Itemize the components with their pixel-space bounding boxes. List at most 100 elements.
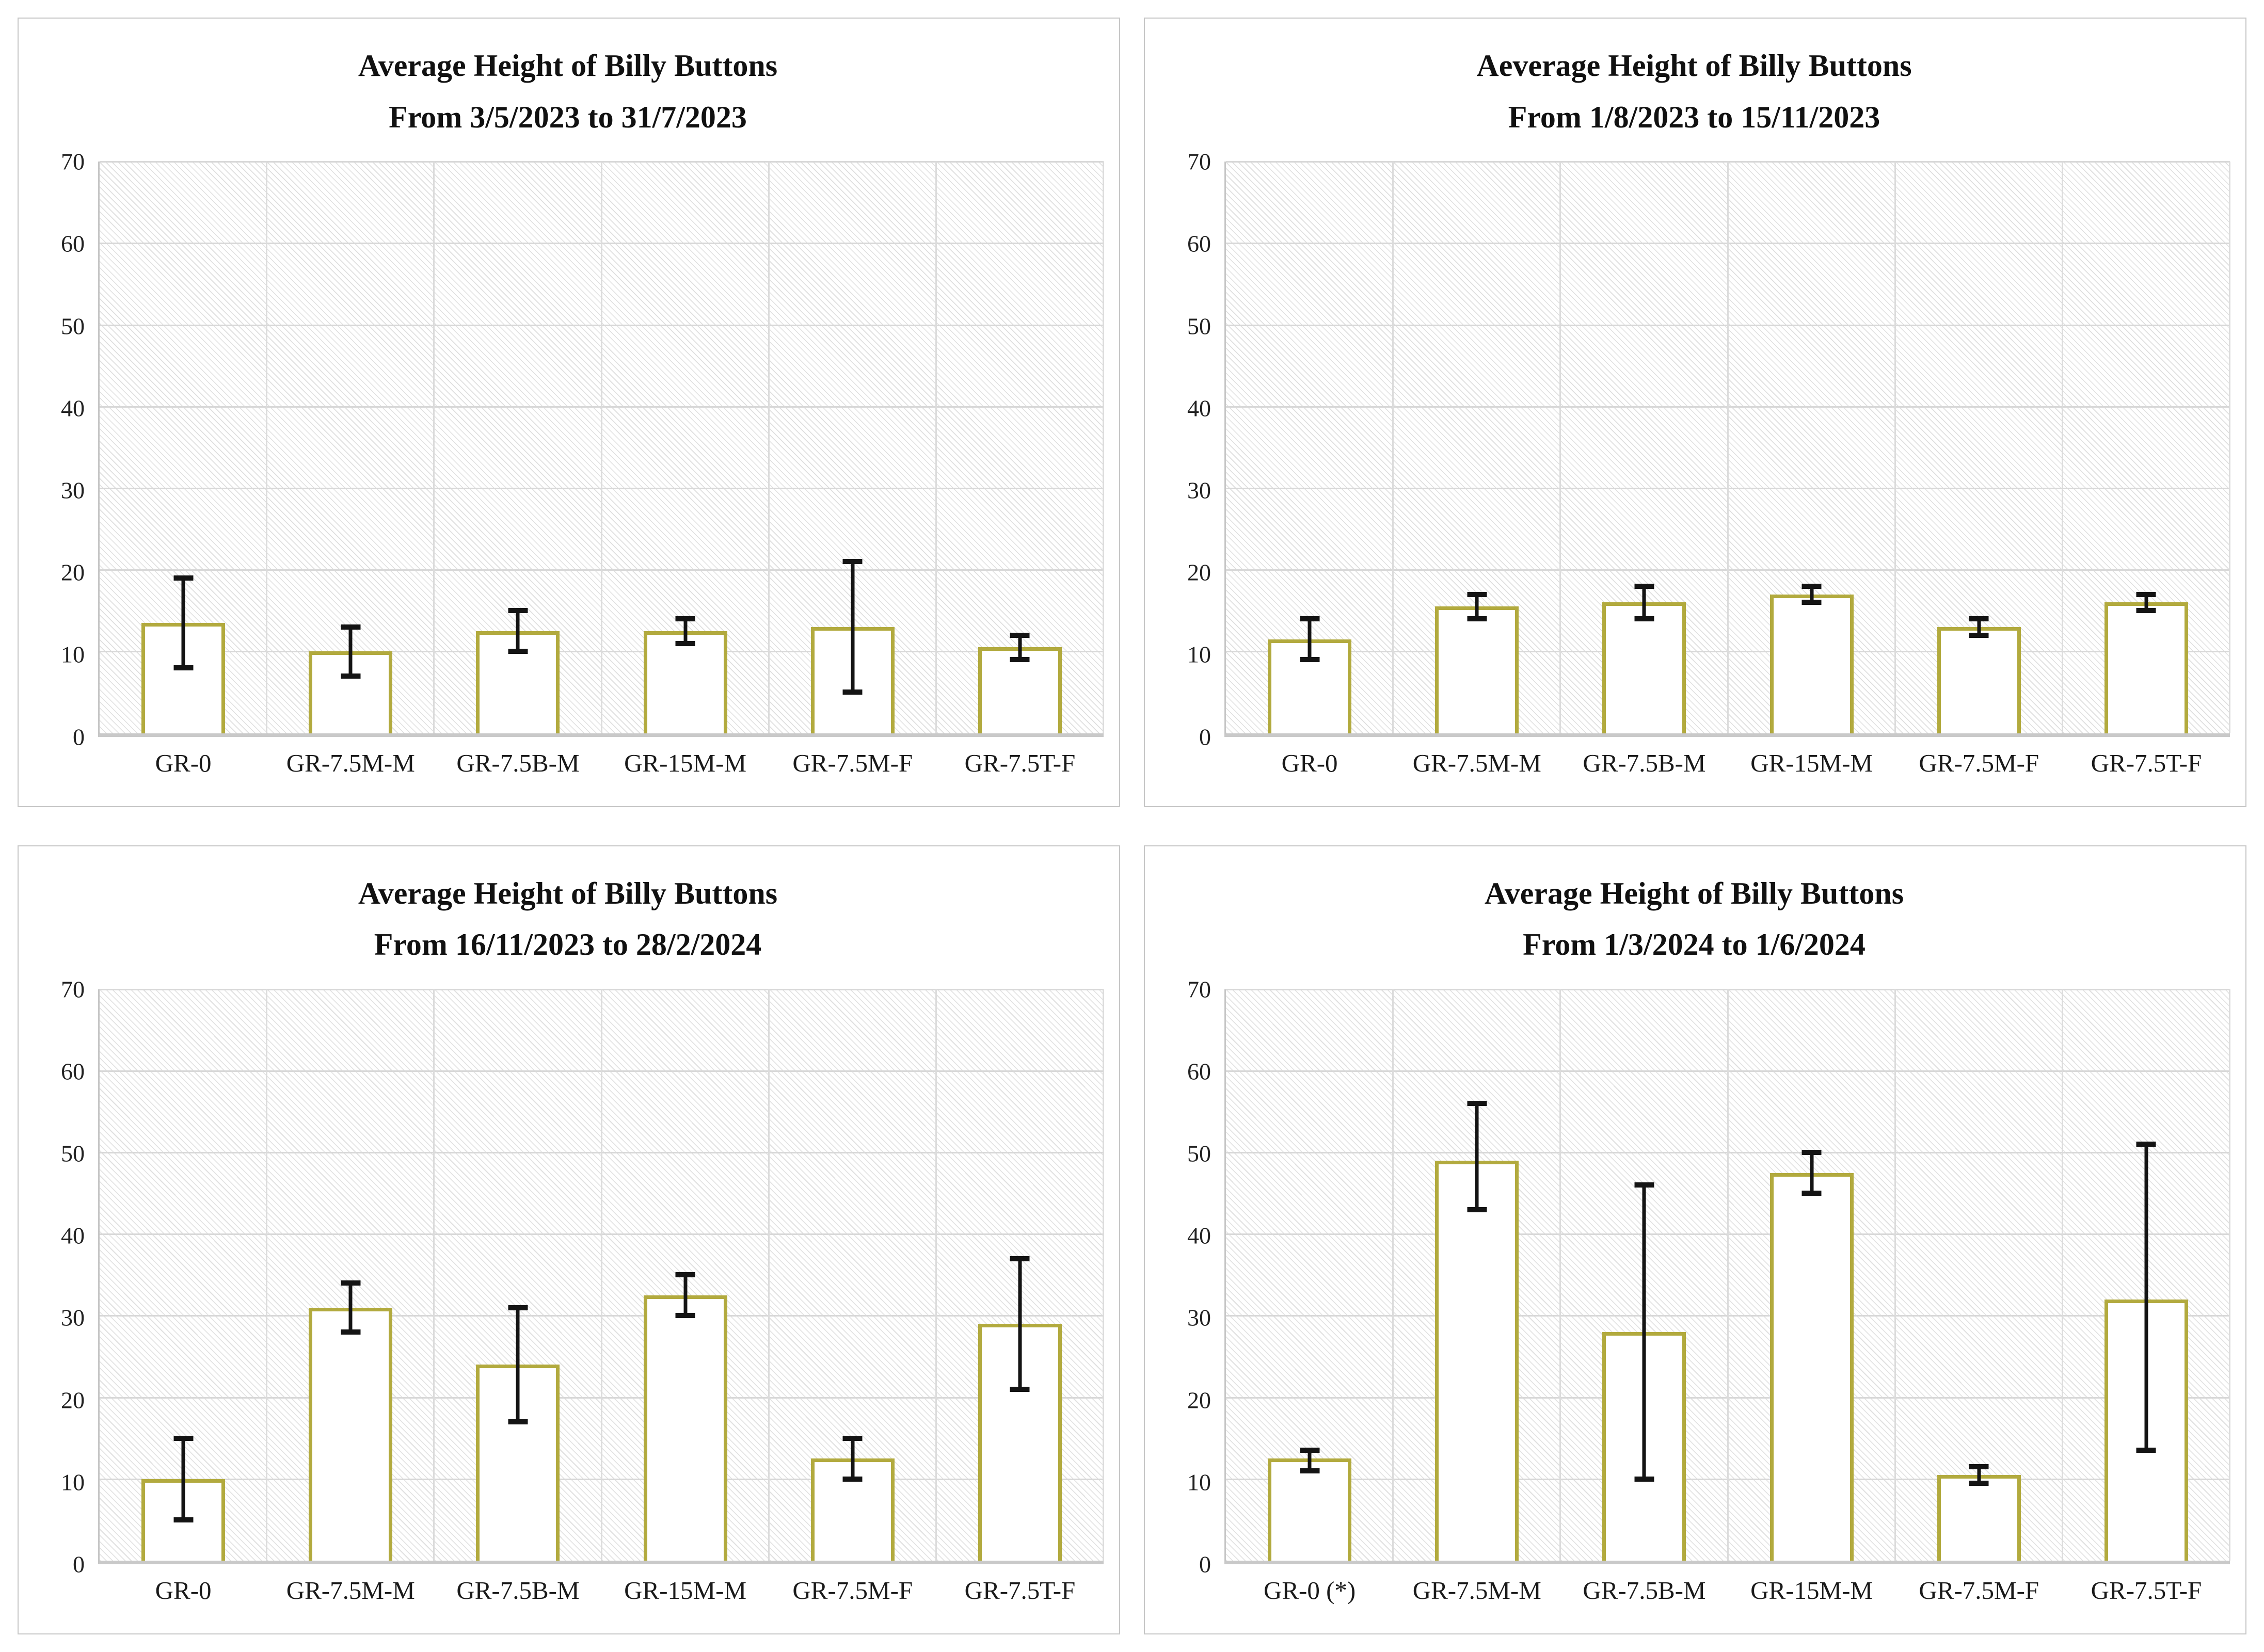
y-tick-label: 10 <box>1187 641 1211 668</box>
x-axis-label: GR-7.5M-F <box>1919 748 2039 777</box>
y-axis: 70 60 50 40 30 20 10 0 <box>32 976 98 1577</box>
gridline-vertical <box>600 989 602 1561</box>
x-axis-label: GR-7.5M-M <box>1412 748 1541 777</box>
error-bar-cap-top <box>1969 616 1989 622</box>
error-bar-GR-7.5T-F <box>2136 591 2156 614</box>
error-bar-cap-bottom <box>1010 657 1030 663</box>
gridline-vertical <box>1894 162 1896 733</box>
error-bar-GR-15M-M <box>1801 583 1822 605</box>
chart-body: 70 60 50 40 30 20 10 0 <box>1158 149 2230 750</box>
error-bar-GR-7.5M-M <box>341 1280 361 1335</box>
bar-GR-15M-M <box>1769 594 1854 733</box>
y-tick-label: 20 <box>61 559 85 586</box>
x-axis-labels: GR-0 GR-7.5M-M GR-7.5B-M GR-15M-M GR-7.5M-F G… <box>1226 748 2230 793</box>
error-bar-cap-top <box>2136 1142 2156 1147</box>
x-axis-label: GR-7.5M-F <box>1919 1576 2039 1605</box>
error-bar-cap-bottom <box>341 673 361 679</box>
error-bar-GR-7.5T-F <box>2136 1142 2156 1453</box>
bar-GR-15M-M <box>1769 1173 1854 1561</box>
gridline-vertical <box>935 989 937 1561</box>
error-bar-cap-top <box>842 559 863 565</box>
x-axis-label: GR-7.5B-M <box>1583 748 1706 777</box>
bar-GR-7.5T-F <box>2104 602 2188 733</box>
x-axis-label: GR-7.5B-M <box>456 1576 580 1605</box>
error-bar-cap-bottom <box>1010 1386 1030 1392</box>
y-tick-label: 70 <box>61 148 85 175</box>
y-tick-label: 0 <box>1199 1551 1211 1578</box>
error-bar-GR-7.5M-F <box>842 1435 863 1482</box>
y-tick-label: 70 <box>61 976 85 1003</box>
error-bar-cap-top <box>842 1435 863 1441</box>
error-bar-cap-bottom <box>675 1313 695 1319</box>
y-tick-label: 10 <box>61 1469 85 1496</box>
x-axis-label: GR-7.5T-F <box>964 748 1076 777</box>
error-bar-GR-7.5T-F <box>1010 1256 1030 1392</box>
error-bar-cap-bottom <box>1969 1480 1989 1486</box>
error-bar-cap-bottom <box>675 640 695 646</box>
error-bar-cap-bottom <box>2136 1448 2156 1453</box>
error-bar-GR-7.5M-F <box>842 559 863 695</box>
error-bar-cap-top <box>1300 1448 1320 1453</box>
bar-GR-7.5M-M <box>1435 606 1519 733</box>
gridline-vertical <box>266 162 268 733</box>
error-bar-cap-top <box>2136 591 2156 597</box>
y-tick-label: 30 <box>61 1304 85 1331</box>
gridline-vertical <box>1894 989 1896 1561</box>
error-bar-cap-top <box>1801 583 1822 589</box>
x-axis-label: GR-7.5M-M <box>286 1576 415 1605</box>
bar-GR-0 (*) <box>1268 1458 1352 1561</box>
error-bar-cap-top <box>675 1272 695 1278</box>
chart-title-line-1: Average Height of Billy Buttons <box>1484 876 1904 910</box>
chart-body: 70 60 50 40 30 20 10 0 <box>1158 976 2230 1578</box>
x-axis-label: GR-7.5T-F <box>964 1576 1076 1605</box>
gridline-vertical <box>2061 989 2063 1561</box>
bar-GR-0 <box>1268 639 1352 733</box>
chart-panel-top-right: Aeverage Height of Billy Buttons From 1/… <box>1144 18 2246 807</box>
chart-title-line-1: Average Height of Billy Buttons <box>358 49 778 83</box>
gridline-vertical <box>768 162 770 733</box>
error-bar-GR-0 <box>173 575 194 670</box>
x-axis-labels: GR-0 GR-7.5M-M GR-7.5B-M GR-15M-M GR-7.5M-F G… <box>100 1576 1104 1620</box>
bar-GR-7.5M-M <box>309 651 393 733</box>
y-tick-label: 60 <box>61 230 85 257</box>
gridline-vertical <box>600 162 602 733</box>
y-tick-label: 0 <box>73 724 85 750</box>
gridline-vertical <box>2229 989 2230 1561</box>
gridline-vertical <box>433 162 435 733</box>
y-tick-label: 50 <box>1187 1140 1211 1167</box>
gridline-vertical <box>2229 162 2230 733</box>
error-bar-cap-top <box>1467 1101 1487 1106</box>
y-tick-label: 40 <box>61 1222 85 1249</box>
y-tick-label: 70 <box>1187 976 1211 1003</box>
gridline-vertical <box>2061 162 2063 733</box>
y-tick-label: 10 <box>1187 1469 1211 1496</box>
x-axis-label: GR-7.5M-M <box>286 748 415 777</box>
x-axis-label: GR-15M-M <box>1750 1576 1873 1605</box>
bar-GR-7.5M-M <box>309 1307 393 1561</box>
gridline-vertical <box>768 989 770 1561</box>
error-bar-cap-top <box>341 624 361 630</box>
error-bar-cap-bottom <box>1467 616 1487 622</box>
y-tick-label: 60 <box>1187 1058 1211 1085</box>
error-bar-GR-7.5M-F <box>1969 1464 1989 1486</box>
error-bar-cap-bottom <box>508 649 528 654</box>
x-axis-label: GR-0 <box>155 1576 212 1605</box>
chart-grid: Average Height of Billy Buttons From 3/5… <box>18 18 2246 1634</box>
chart-title-line-2: From 1/8/2023 to 15/11/2023 <box>1508 100 1880 134</box>
error-bar-cap-bottom <box>1300 1468 1320 1473</box>
y-tick-label: 20 <box>1187 1387 1211 1414</box>
y-axis: 70 60 50 40 30 20 10 0 <box>32 149 98 750</box>
gridline-vertical <box>1559 989 1561 1561</box>
x-axis-label: GR-15M-M <box>624 748 747 777</box>
error-bar-cap-bottom <box>341 1329 361 1335</box>
chart-title-line-2: From 3/5/2023 to 31/7/2023 <box>389 100 747 134</box>
y-tick-label: 20 <box>61 1387 85 1414</box>
y-tick-label: 70 <box>1187 148 1211 175</box>
error-bar-cap-top <box>1300 616 1320 622</box>
x-axis-label: GR-7.5T-F <box>2091 1576 2202 1605</box>
error-bar-cap-top <box>675 616 695 622</box>
y-tick-label: 30 <box>1187 477 1211 504</box>
error-bar-GR-7.5M-F <box>1969 616 1989 638</box>
error-bar-cap-top <box>508 1305 528 1310</box>
error-bar-cap-top <box>173 575 194 581</box>
